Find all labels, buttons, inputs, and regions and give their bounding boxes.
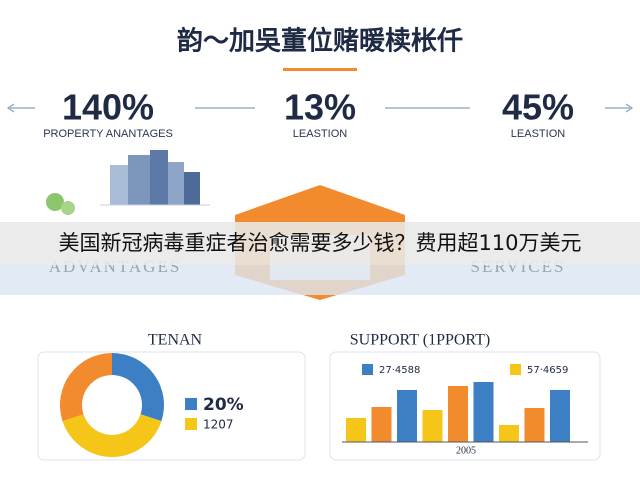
connectors xyxy=(6,103,634,113)
banner-text: 美国新冠病毒重症者治愈需要多少钱？费用超110万美元 xyxy=(58,231,581,255)
panel-title: SUPPORT (1PPORT) xyxy=(350,332,491,349)
donut-panel xyxy=(37,351,306,461)
title-underline xyxy=(283,68,357,71)
background-band xyxy=(0,265,640,295)
donut-segment xyxy=(112,353,164,422)
stat-value: 13% xyxy=(284,87,356,128)
bar-chart: 27·4588 57·4659 2005 xyxy=(342,364,588,456)
legend-label: 20% xyxy=(203,395,244,415)
legend-swatch xyxy=(185,398,197,410)
stat-label: LEASTION xyxy=(511,128,565,140)
bar xyxy=(346,418,366,442)
bar xyxy=(448,386,468,442)
legend-label: 1207 xyxy=(203,418,234,432)
bar xyxy=(499,425,519,442)
bar xyxy=(473,382,494,442)
bar xyxy=(397,390,417,442)
legend-swatch xyxy=(362,364,373,375)
bar xyxy=(371,407,392,442)
legend-swatch xyxy=(510,364,521,375)
legend-label: 57·4659 xyxy=(527,365,568,376)
bar xyxy=(422,410,443,442)
donut-chart: 20% 1207 xyxy=(60,353,244,457)
stat-label: LEASTION xyxy=(293,128,347,140)
donut-segment xyxy=(60,353,112,422)
panel-title: TENAN xyxy=(148,332,203,349)
legend-label: 27·4588 xyxy=(379,365,420,376)
banner xyxy=(0,222,640,265)
bar xyxy=(550,390,570,442)
title: 韵～加吳董位赌暖椟枨仟 xyxy=(177,26,463,57)
donut-segment xyxy=(62,414,162,457)
x-axis-label: 2005 xyxy=(456,445,476,456)
bar xyxy=(524,408,545,442)
stat-label: PROPERTY ANANTAGES xyxy=(43,128,173,140)
legend-swatch xyxy=(185,418,197,430)
stat-value: 140% xyxy=(62,87,154,128)
city-illustration xyxy=(46,150,210,215)
stat-value: 45% xyxy=(502,87,574,128)
